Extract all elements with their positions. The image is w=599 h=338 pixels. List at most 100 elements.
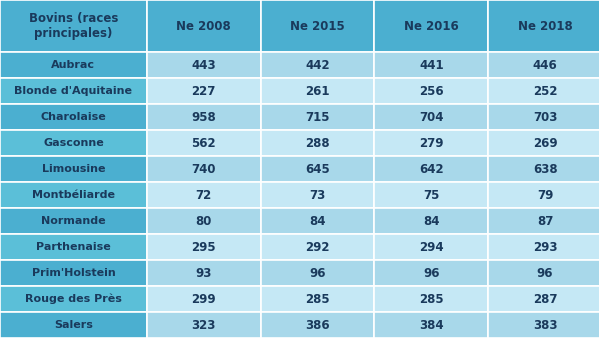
- Text: 446: 446: [533, 59, 558, 72]
- Bar: [488, 208, 599, 234]
- Text: 294: 294: [419, 241, 444, 254]
- Text: 715: 715: [305, 111, 329, 124]
- Bar: [374, 104, 488, 130]
- Bar: [0, 0, 147, 52]
- Bar: [374, 52, 488, 78]
- Bar: [374, 260, 488, 286]
- Text: 227: 227: [192, 85, 216, 98]
- Text: Limousine: Limousine: [41, 164, 105, 174]
- Bar: [147, 234, 261, 260]
- Text: 93: 93: [195, 267, 212, 280]
- Text: 642: 642: [419, 163, 444, 176]
- Text: 73: 73: [309, 189, 326, 202]
- Text: 96: 96: [309, 267, 326, 280]
- Bar: [0, 286, 147, 312]
- Bar: [488, 130, 599, 156]
- Bar: [147, 78, 261, 104]
- Text: 285: 285: [305, 293, 330, 306]
- Bar: [147, 0, 261, 52]
- Bar: [374, 0, 488, 52]
- Bar: [261, 286, 374, 312]
- Bar: [374, 182, 488, 208]
- Text: Normande: Normande: [41, 216, 105, 226]
- Bar: [147, 104, 261, 130]
- Text: 562: 562: [191, 137, 216, 150]
- Bar: [488, 52, 599, 78]
- Text: 295: 295: [191, 241, 216, 254]
- Text: 84: 84: [423, 215, 440, 228]
- Bar: [147, 52, 261, 78]
- Text: 958: 958: [191, 111, 216, 124]
- Text: 96: 96: [423, 267, 440, 280]
- Text: 386: 386: [305, 318, 330, 332]
- Bar: [488, 156, 599, 182]
- Text: 323: 323: [192, 318, 216, 332]
- Text: 80: 80: [195, 215, 212, 228]
- Text: 645: 645: [305, 163, 330, 176]
- Bar: [374, 130, 488, 156]
- Bar: [261, 156, 374, 182]
- Text: 442: 442: [305, 59, 330, 72]
- Bar: [261, 52, 374, 78]
- Bar: [0, 130, 147, 156]
- Text: Aubrac: Aubrac: [52, 61, 95, 70]
- Text: Gasconne: Gasconne: [43, 138, 104, 148]
- Text: 261: 261: [305, 85, 329, 98]
- Text: 292: 292: [305, 241, 329, 254]
- Bar: [147, 130, 261, 156]
- Text: Prim'Holstein: Prim'Holstein: [32, 268, 115, 278]
- Text: 704: 704: [419, 111, 443, 124]
- Text: 252: 252: [533, 85, 557, 98]
- Bar: [374, 234, 488, 260]
- Bar: [488, 182, 599, 208]
- Text: 299: 299: [191, 293, 216, 306]
- Bar: [261, 260, 374, 286]
- Bar: [0, 104, 147, 130]
- Text: Ne 2008: Ne 2008: [176, 20, 231, 33]
- Text: Ne 2015: Ne 2015: [290, 20, 345, 33]
- Text: 441: 441: [419, 59, 444, 72]
- Bar: [488, 286, 599, 312]
- Bar: [147, 286, 261, 312]
- Bar: [374, 286, 488, 312]
- Bar: [0, 260, 147, 286]
- Bar: [374, 78, 488, 104]
- Bar: [0, 156, 147, 182]
- Text: 256: 256: [419, 85, 444, 98]
- Text: Charolaise: Charolaise: [41, 112, 106, 122]
- Bar: [147, 312, 261, 338]
- Text: Ne 2018: Ne 2018: [518, 20, 573, 33]
- Text: 72: 72: [195, 189, 212, 202]
- Bar: [261, 234, 374, 260]
- Text: 285: 285: [419, 293, 444, 306]
- Bar: [488, 260, 599, 286]
- Bar: [0, 52, 147, 78]
- Text: 269: 269: [533, 137, 558, 150]
- Text: Montbéliarde: Montbéliarde: [32, 190, 115, 200]
- Text: 293: 293: [533, 241, 557, 254]
- Bar: [374, 312, 488, 338]
- Bar: [374, 208, 488, 234]
- Text: 75: 75: [423, 189, 440, 202]
- Bar: [488, 312, 599, 338]
- Text: 703: 703: [533, 111, 557, 124]
- Bar: [261, 312, 374, 338]
- Bar: [147, 182, 261, 208]
- Text: 84: 84: [309, 215, 326, 228]
- Bar: [261, 78, 374, 104]
- Bar: [261, 182, 374, 208]
- Bar: [147, 208, 261, 234]
- Text: Bovins (races
principales): Bovins (races principales): [29, 12, 118, 40]
- Text: 384: 384: [419, 318, 444, 332]
- Text: 279: 279: [419, 137, 443, 150]
- Text: 740: 740: [192, 163, 216, 176]
- Bar: [0, 182, 147, 208]
- Bar: [0, 78, 147, 104]
- Text: Rouge des Près: Rouge des Près: [25, 294, 122, 304]
- Bar: [261, 104, 374, 130]
- Bar: [0, 234, 147, 260]
- Text: Salers: Salers: [54, 320, 93, 330]
- Bar: [488, 104, 599, 130]
- Bar: [374, 156, 488, 182]
- Text: 79: 79: [537, 189, 553, 202]
